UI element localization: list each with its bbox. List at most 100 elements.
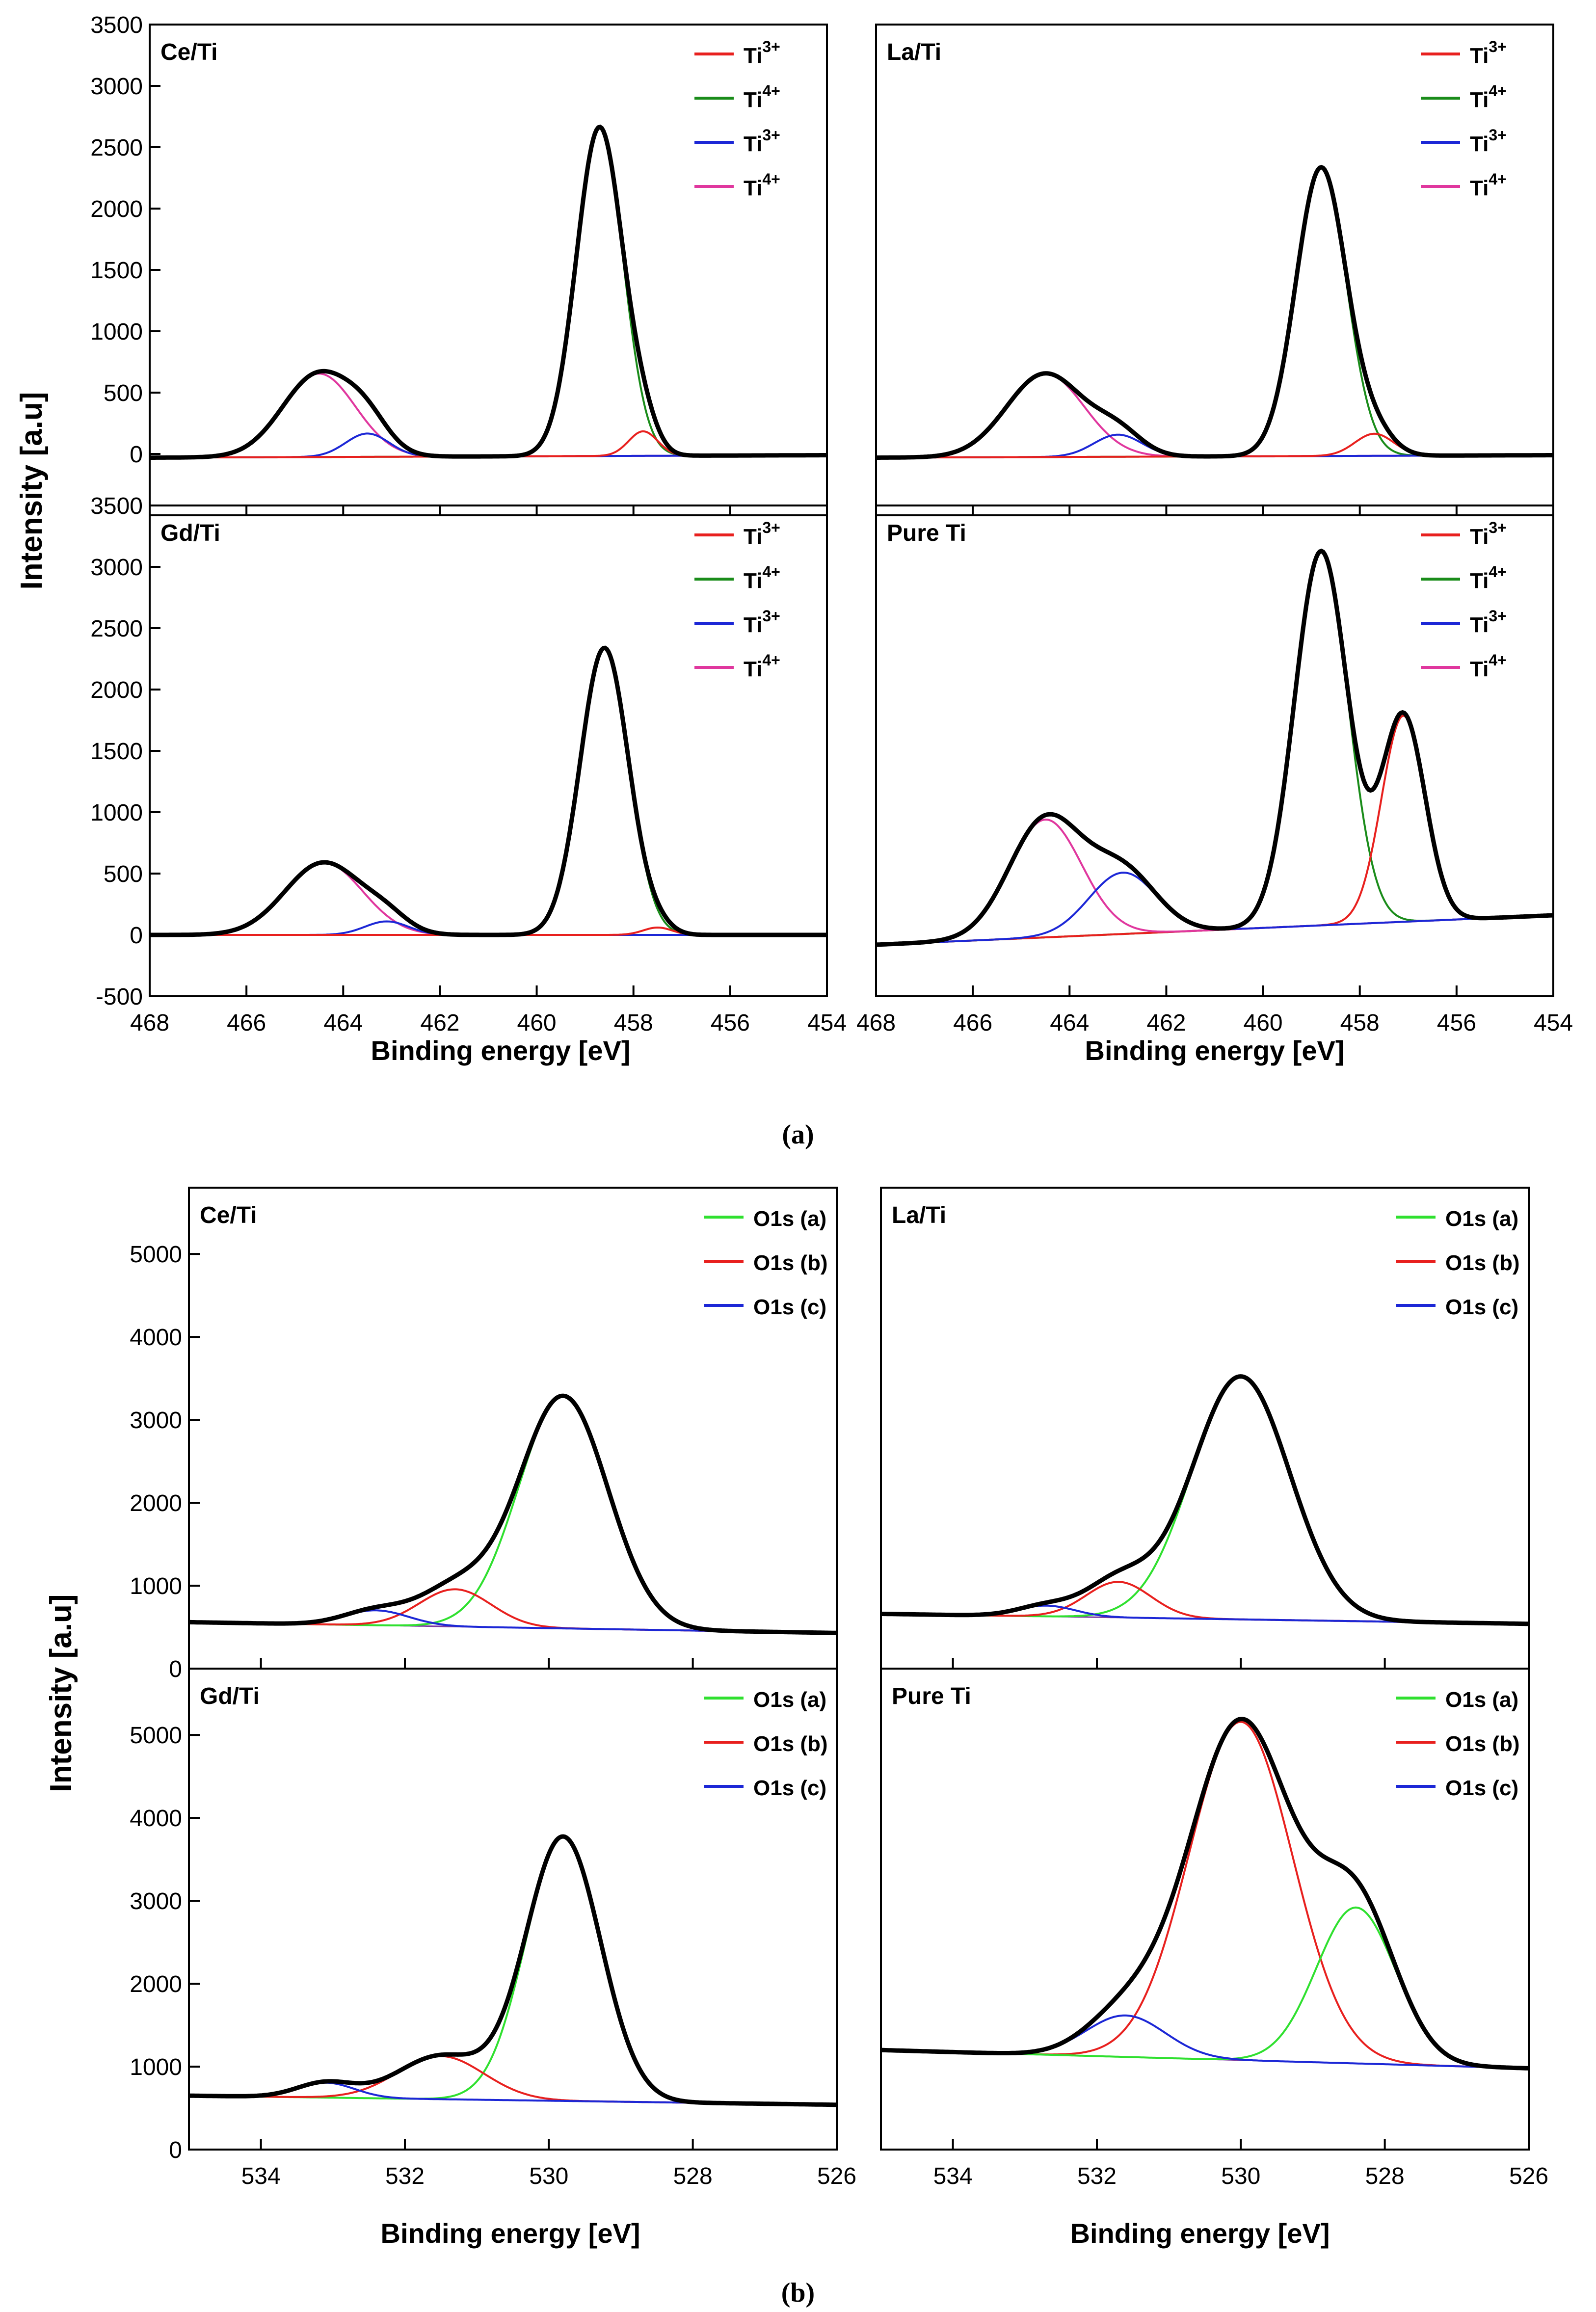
x-tick-label: 528	[673, 2163, 713, 2189]
axes-frame	[875, 505, 1554, 997]
y-tick-label: 2500	[90, 616, 143, 642]
chart-panel-6: 534 532 530 528 526 0 1000 2000 3000 4000 5000 Gd/T…	[130, 1668, 856, 2189]
x-tick-label: 534	[933, 2163, 973, 2189]
legend-label: O1s (c)	[1445, 1776, 1518, 1800]
y-tick-label: 3000	[90, 555, 143, 581]
legend-label: O1s (b)	[753, 1732, 828, 1756]
legend-label: O1s (a)	[753, 1207, 826, 1231]
y-tick-label: 4000	[130, 1806, 182, 1832]
envelope-fit-line	[876, 548, 1553, 947]
legend-label: O1s (b)	[753, 1251, 828, 1275]
legend-label: Ti3+	[1470, 126, 1507, 156]
plot-area	[189, 1393, 837, 1635]
component-peak-0	[189, 1395, 837, 1634]
component-peak-1	[881, 1906, 1529, 2070]
x-tick-label: 464	[323, 1010, 363, 1036]
y-tick-label: 1000	[90, 800, 143, 826]
x-tick-label: 530	[1221, 2163, 1260, 2189]
legend-label: Ti4+	[1470, 563, 1507, 593]
x-tick-label: 454	[807, 1010, 847, 1036]
y-axis-label-b: Intensity [a.u]	[44, 1594, 78, 1792]
y-tick-label: 1500	[90, 739, 143, 765]
y-tick-label: 2000	[90, 677, 143, 703]
x-tick-label: 528	[1365, 2163, 1405, 2189]
panel-title: Ce/Ti	[200, 1202, 257, 1228]
axes-frame	[188, 1668, 838, 2151]
chart-panel-1: La/Ti Ti3+ Ti4+ Ti3+ Ti4+	[875, 24, 1554, 516]
x-tick-label: 466	[227, 1010, 266, 1036]
x-tick-label: 530	[529, 2163, 568, 2189]
component-peak-1	[189, 1588, 837, 1634]
plot-area	[876, 548, 1553, 947]
x-tick-label: 454	[1534, 1010, 1573, 1036]
y-tick-label: 3500	[90, 12, 143, 38]
axes-frame	[880, 1668, 1530, 2151]
x-tick-label: 468	[130, 1010, 169, 1036]
x-tick-label: 462	[1146, 1010, 1186, 1036]
legend-label: Ti3+	[744, 126, 780, 156]
caption-a: (a)	[782, 1119, 814, 1150]
x-tick-label: 458	[614, 1010, 653, 1036]
plot-area	[876, 164, 1553, 460]
plot-area	[150, 645, 827, 937]
x-tick-label: 534	[241, 2163, 281, 2189]
panel-title: La/Ti	[892, 1202, 946, 1228]
legend-label: O1s (c)	[753, 1776, 826, 1800]
plot-area	[881, 1374, 1529, 1626]
legend-label: Ti3+	[744, 607, 780, 637]
envelope-fit-line	[189, 1393, 837, 1635]
component-peak-0	[150, 126, 827, 459]
legend-label: Ti4+	[744, 651, 780, 681]
caption-b: (b)	[781, 2278, 815, 2308]
panel-title: Pure Ti	[887, 520, 966, 546]
legend-label: Ti3+	[1470, 519, 1507, 549]
legend-label: Ti3+	[744, 519, 780, 549]
plot-area	[881, 1717, 1529, 2071]
legend-label: Ti4+	[1470, 651, 1507, 681]
x-tick-label: 466	[953, 1010, 992, 1036]
panel-title: Gd/Ti	[200, 1683, 260, 1709]
x-tick-label: 460	[1244, 1010, 1283, 1036]
panel-title: Ce/Ti	[160, 39, 217, 65]
legend-label: Ti3+	[1470, 607, 1507, 637]
x-tick-label: 456	[711, 1010, 750, 1036]
y-tick-label: 0	[130, 923, 143, 949]
y-tick-label: 3500	[90, 493, 143, 519]
x-tick-label: 458	[1340, 1010, 1380, 1036]
component-peak-2	[876, 818, 1553, 946]
legend-label: O1s (a)	[1445, 1688, 1518, 1712]
y-tick-label: 5000	[130, 1723, 182, 1749]
x-tick-label: 460	[517, 1010, 557, 1036]
x-tick-label: 532	[1077, 2163, 1117, 2189]
component-peak-0	[881, 1721, 1529, 2070]
y-tick-label: 1000	[90, 319, 143, 345]
plot-area	[150, 124, 827, 460]
legend-label: Ti3+	[744, 38, 780, 68]
chart-panel-2: 468 466 464 462 460 458 456 454 -500 0 500 1000 1500…	[90, 493, 847, 1036]
y-axis-label-a: Intensity [a.u]	[15, 392, 49, 589]
x-axis-label-a-left: Binding energy [eV]	[371, 1035, 631, 1066]
axes-frame	[875, 24, 1554, 516]
chart-panel-3: 468 466 464 462 460 458 456 454 Pure Ti Ti3+ Ti4+ T…	[856, 505, 1573, 1036]
component-peak-1	[876, 715, 1553, 946]
legend-label: O1s (b)	[1445, 1732, 1520, 1756]
legend-label: O1s (a)	[1445, 1207, 1518, 1231]
envelope-fit-line	[881, 1717, 1529, 2071]
component-peak-1	[189, 2055, 837, 2106]
y-tick-label: 2000	[130, 1971, 182, 1997]
component-peak-0	[189, 1836, 837, 2106]
y-tick-label: 0	[169, 2137, 182, 2163]
y-tick-label: -500	[96, 984, 143, 1010]
legend-label: Ti4+	[744, 82, 780, 112]
component-peak-0	[150, 647, 827, 936]
y-tick-label: 1500	[90, 258, 143, 284]
x-tick-label: 464	[1050, 1010, 1089, 1036]
x-tick-label: 456	[1437, 1010, 1476, 1036]
y-tick-label: 4000	[130, 1325, 182, 1351]
x-tick-label: 532	[385, 2163, 425, 2189]
x-tick-label: 462	[420, 1010, 459, 1036]
component-peak-3	[876, 872, 1553, 946]
component-peak-1	[881, 1581, 1529, 1625]
envelope-fit-line	[150, 645, 827, 937]
